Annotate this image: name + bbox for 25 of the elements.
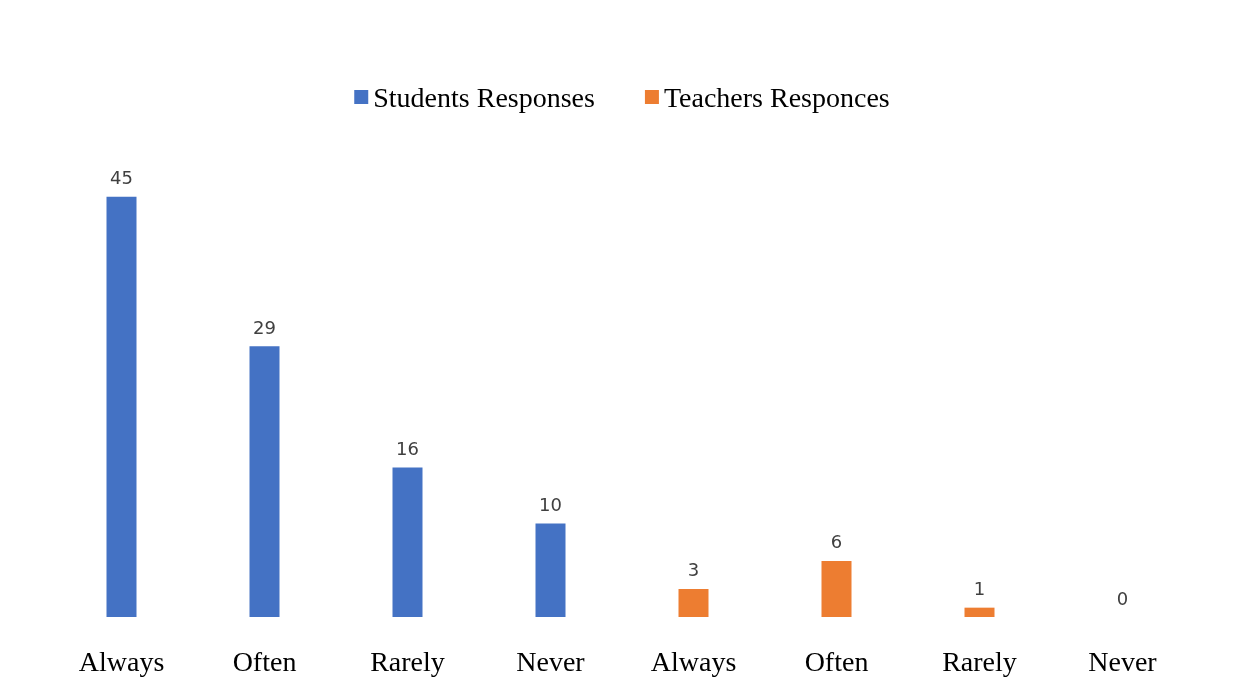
data-label: 10 xyxy=(539,494,562,516)
data-label: 1 xyxy=(973,578,986,600)
data-label: 6 xyxy=(830,531,843,553)
data-label: 16 xyxy=(396,438,419,460)
bar xyxy=(392,467,423,617)
legend-label: Teachers Responces xyxy=(663,81,890,113)
data-label: 45 xyxy=(110,167,133,189)
bar xyxy=(535,523,566,617)
x-tick-label: Rarely xyxy=(942,645,1017,677)
data-label: 29 xyxy=(253,316,276,338)
x-tick-label: Always xyxy=(650,645,737,677)
data-label: 3 xyxy=(687,559,700,581)
data-label: 0 xyxy=(1116,587,1129,609)
x-tick-label: Never xyxy=(516,645,586,677)
bar xyxy=(821,560,852,617)
x-tick-label: Often xyxy=(804,645,869,677)
legend-label: Students Responses xyxy=(373,81,595,113)
x-tick-label: Often xyxy=(232,645,297,677)
bar xyxy=(106,196,137,617)
bar xyxy=(964,607,995,617)
bar xyxy=(249,346,280,617)
x-tick-label: Always xyxy=(78,645,165,677)
x-tick-label: Never xyxy=(1088,645,1158,677)
bar xyxy=(678,588,709,617)
x-tick-label: Rarely xyxy=(370,645,445,677)
